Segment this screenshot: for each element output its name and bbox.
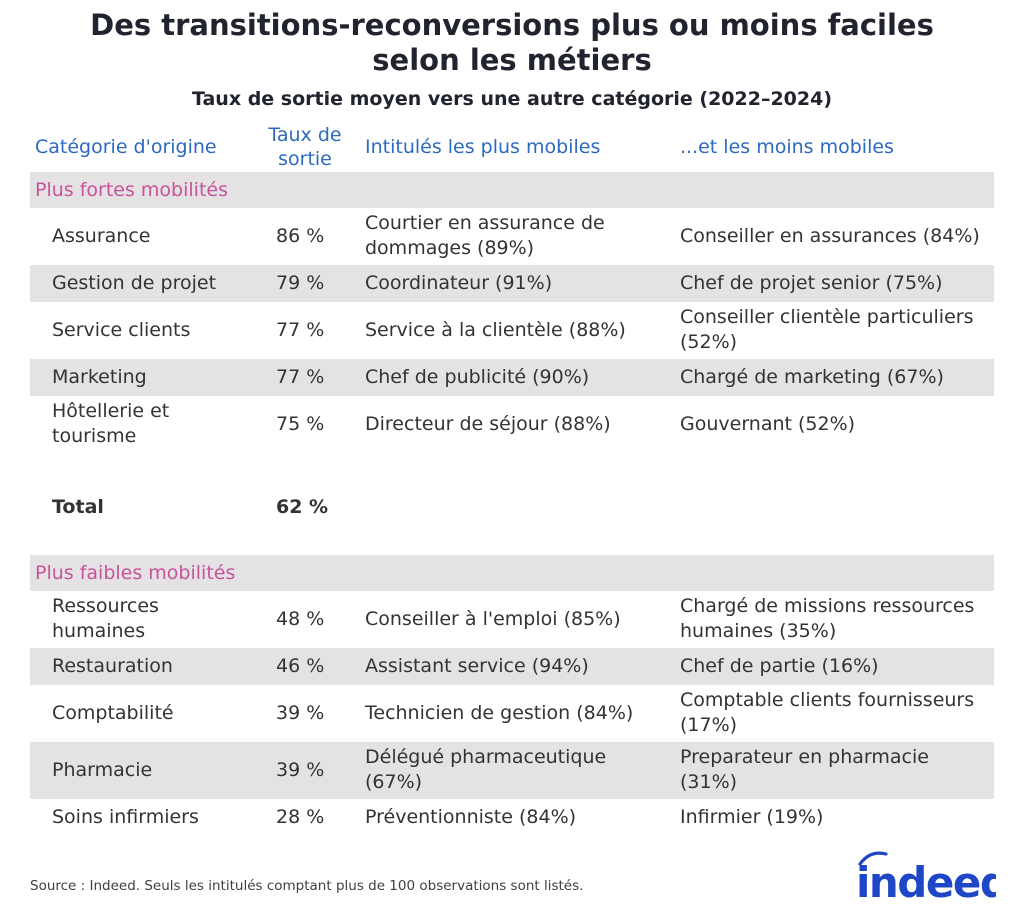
section-header-faibles-mobilites: Plus faibles mobilités xyxy=(30,554,994,591)
total-row: Total 62 % xyxy=(30,489,994,525)
transitions-table: Catégorie d'origine Taux de sortie Intit… xyxy=(30,124,994,836)
table-row: Soins infirmiers 28 % Préventionniste (8… xyxy=(30,799,994,836)
section-label: Plus fortes mobilités xyxy=(35,178,228,201)
table-row: Ressources humaines 48 % Conseiller à l'… xyxy=(30,591,994,648)
rate-cell: 48 % xyxy=(276,607,325,630)
most-mobile-cell: Conseiller à l'emploi (85%) xyxy=(365,607,621,630)
most-mobile-cell: Courtier en assurance de dommages (89%) xyxy=(365,212,605,260)
section-header-fortes-mobilites: Plus fortes mobilités xyxy=(30,171,994,208)
category-cell: Soins infirmiers xyxy=(52,805,199,828)
rate-cell: 46 % xyxy=(276,654,325,677)
rate-cell: 28 % xyxy=(276,805,325,828)
most-mobile-cell: Assistant service (94%) xyxy=(365,654,589,677)
table-row: Hôtellerie et tourisme 75 % Directeur de… xyxy=(30,396,994,453)
indeed-logo: indeed xyxy=(854,848,996,906)
least-mobile-cell: Chef de partie (16%) xyxy=(680,654,879,677)
indeed-logo-text: indeed xyxy=(856,858,996,906)
most-mobile-cell: Chef de publicité (90%) xyxy=(365,365,590,388)
most-mobile-cell: Délégué pharmaceutique (67%) xyxy=(365,746,607,794)
indeed-logo-image: indeed xyxy=(856,851,996,906)
table-row: Assurance 86 % Courtier en assurance de … xyxy=(30,208,994,265)
most-mobile-cell: Service à la clientèle (88%) xyxy=(365,318,626,341)
most-mobile-cell: Préventionniste (84%) xyxy=(365,805,577,828)
least-mobile-cell: Conseiller clientèle particuliers (52%) xyxy=(680,306,974,354)
total-rate: 62 % xyxy=(276,495,329,518)
least-mobile-cell: Chef de projet senior (75%) xyxy=(680,271,943,294)
category-cell: Gestion de projet xyxy=(52,271,217,294)
column-header-least-mobile: ...et les moins mobiles xyxy=(680,135,894,158)
section-rows-faibles: Ressources humaines 48 % Conseiller à l'… xyxy=(30,591,994,836)
least-mobile-cell: Conseiller en assurances (84%) xyxy=(680,224,980,247)
category-cell: Pharmacie xyxy=(52,758,153,781)
least-mobile-cell: Preparateur en pharmacie (31%) xyxy=(680,746,929,794)
rate-cell: 77 % xyxy=(276,318,325,341)
column-header-rate: Taux de sortie xyxy=(268,123,342,170)
section-label: Plus faibles mobilités xyxy=(35,561,236,584)
category-cell: Hôtellerie et tourisme xyxy=(52,400,170,448)
category-cell: Marketing xyxy=(52,365,147,388)
table-row: Comptabilité 39 % Technicien de gestion … xyxy=(30,685,994,742)
table-row: Pharmacie 39 % Délégué pharmaceutique (6… xyxy=(30,741,994,799)
category-cell: Comptabilité xyxy=(52,701,174,724)
category-cell: Assurance xyxy=(52,224,151,247)
total-label: Total xyxy=(52,495,104,518)
rate-cell: 39 % xyxy=(276,701,325,724)
source-note: Source : Indeed. Seuls les intitulés com… xyxy=(30,878,584,894)
table-row: Marketing 77 % Chef de publicité (90%) C… xyxy=(30,358,994,396)
least-mobile-cell: Chargé de marketing (67%) xyxy=(680,365,944,388)
category-cell: Service clients xyxy=(52,318,191,341)
page-subtitle: Taux de sortie moyen vers une autre caté… xyxy=(191,87,833,110)
least-mobile-cell: Chargé de missions ressources humaines (… xyxy=(680,595,975,643)
column-header-row: Catégorie d'origine Taux de sortie Intit… xyxy=(30,124,994,172)
column-header-most-mobile: Intitulés les plus mobiles xyxy=(365,135,601,158)
page-title: Des transitions-reconversions plus ou mo… xyxy=(90,8,934,77)
least-mobile-cell: Gouvernant (52%) xyxy=(680,412,856,435)
table-row: Service clients 77 % Service à la client… xyxy=(30,302,994,359)
rate-cell: 39 % xyxy=(276,758,325,781)
table-row: Restauration 46 % Assistant service (94%… xyxy=(30,647,994,685)
rate-cell: 86 % xyxy=(276,224,325,247)
most-mobile-cell: Technicien de gestion (84%) xyxy=(365,701,634,724)
least-mobile-cell: Comptable clients fournisseurs (17%) xyxy=(680,689,975,737)
rate-cell: 75 % xyxy=(276,412,325,435)
rate-cell: 79 % xyxy=(276,271,325,294)
category-cell: Ressources humaines xyxy=(52,595,159,643)
most-mobile-cell: Directeur de séjour (88%) xyxy=(365,412,611,435)
column-header-category: Catégorie d'origine xyxy=(35,135,217,158)
most-mobile-cell: Coordinateur (91%) xyxy=(365,271,553,294)
footer: Source : Indeed. Seuls les intitulés com… xyxy=(30,848,996,906)
rate-cell: 77 % xyxy=(276,365,325,388)
table-row: Gestion de projet 79 % Coordinateur (91%… xyxy=(30,264,994,302)
category-cell: Restauration xyxy=(52,654,173,677)
section-rows-fortes: Assurance 86 % Courtier en assurance de … xyxy=(30,208,994,453)
least-mobile-cell: Infirmier (19%) xyxy=(680,805,824,828)
